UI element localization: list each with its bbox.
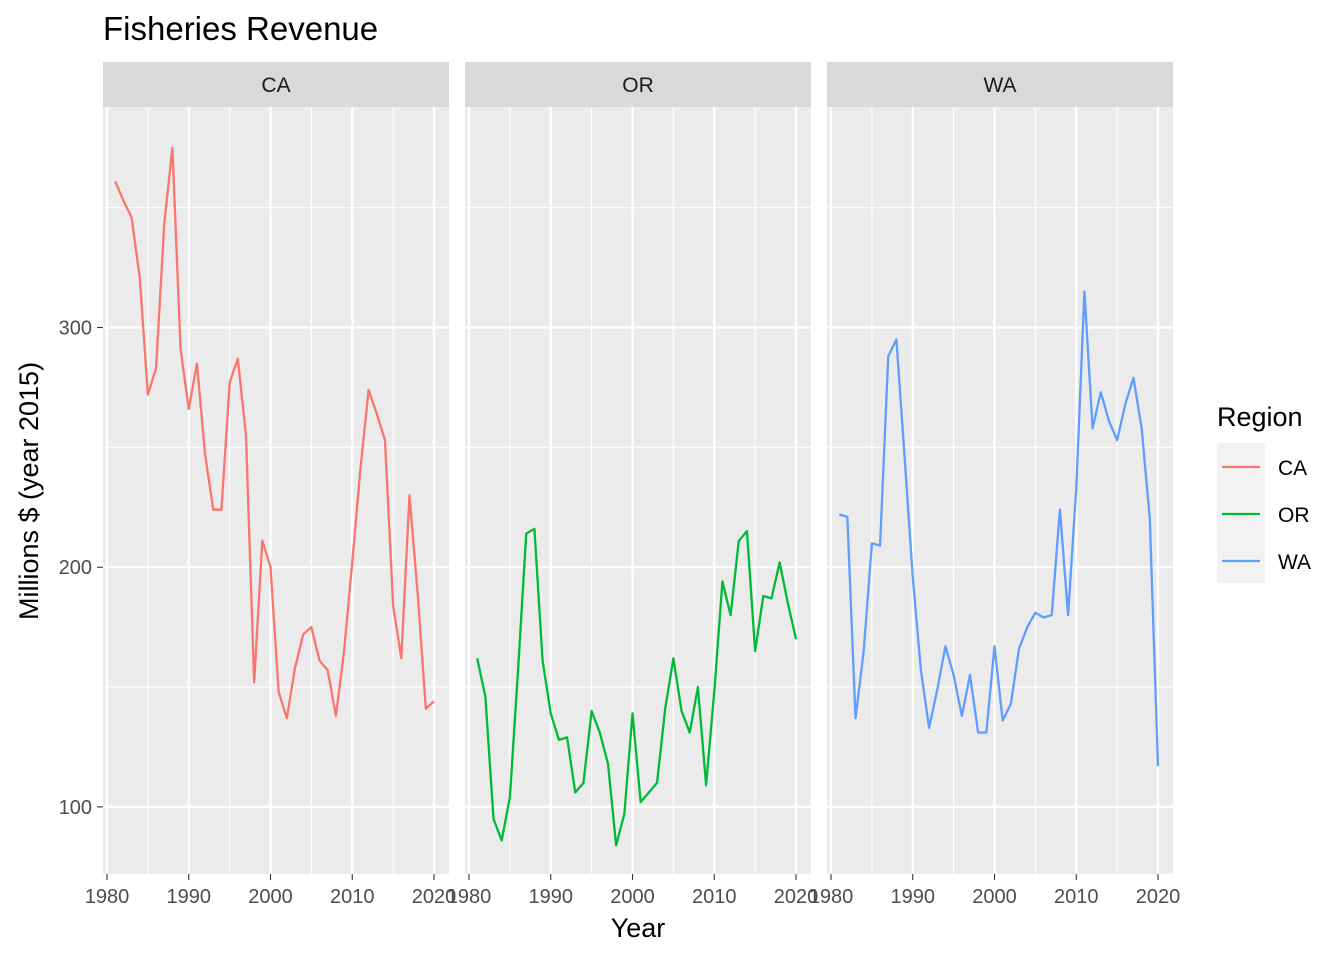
y-axis: 100 200 300 xyxy=(59,318,103,819)
x-axis-label: Year xyxy=(611,913,666,943)
panel-background xyxy=(465,107,811,874)
x-tick-label: 1990 xyxy=(891,886,936,908)
legend-item-or: OR xyxy=(1222,504,1310,527)
y-tick-label: 200 xyxy=(59,557,92,579)
x-tick-label: 2000 xyxy=(610,886,655,908)
x-tick-label: 1990 xyxy=(529,886,574,908)
x-tick-label: 2000 xyxy=(248,886,293,908)
facet-panel-ca: 1980 1990 2000 2010 2020 CA xyxy=(85,62,457,908)
y-tick-label: 100 xyxy=(59,797,92,819)
facet-panel-wa: 1980 1990 2000 2010 2020 WA xyxy=(809,62,1181,908)
facet-panels: 1980 1990 2000 2010 2020 CA 1980 1990 2000 2010 20… xyxy=(59,62,1181,908)
x-tick-label: 2020 xyxy=(412,886,457,908)
series-line-or xyxy=(476,527,798,847)
series-line-wa xyxy=(838,290,1160,767)
x-tick-label: 1980 xyxy=(447,886,492,908)
legend-label: OR xyxy=(1278,504,1310,527)
x-tick-label: 2020 xyxy=(1136,886,1181,908)
x-tick-label: 2010 xyxy=(692,886,737,908)
legend-label: CA xyxy=(1278,457,1307,480)
x-tick-label: 2010 xyxy=(1054,886,1099,908)
legend-item-wa: WA xyxy=(1222,551,1311,574)
y-tick-label: 300 xyxy=(59,318,92,340)
facet-strip-label: WA xyxy=(983,74,1016,97)
facet-strip-label: OR xyxy=(622,74,654,97)
facet-strip xyxy=(465,62,811,107)
facet-strip-label: CA xyxy=(261,74,290,97)
facet-strip xyxy=(103,62,449,107)
facet-strip xyxy=(827,62,1173,107)
legend-title: Region xyxy=(1217,402,1303,432)
legend-label: WA xyxy=(1278,551,1311,574)
x-tick-label: 1980 xyxy=(85,886,130,908)
panel-background xyxy=(103,107,449,874)
x-tick-label: 2010 xyxy=(330,886,375,908)
facet-panel-or: 1980 1990 2000 2010 2020 OR xyxy=(447,62,819,908)
series-line-ca xyxy=(114,146,435,720)
panel-background xyxy=(827,107,1173,874)
chart-title: Fisheries Revenue xyxy=(103,10,378,47)
legend-item-ca: CA xyxy=(1222,457,1307,480)
legend: Region CA OR WA xyxy=(1217,402,1311,583)
x-tick-label: 1990 xyxy=(167,886,212,908)
x-tick-label: 2020 xyxy=(774,886,819,908)
y-axis-label: Millions $ (year 2015) xyxy=(14,362,44,620)
x-tick-label: 2000 xyxy=(972,886,1017,908)
x-tick-label: 1980 xyxy=(809,886,854,908)
